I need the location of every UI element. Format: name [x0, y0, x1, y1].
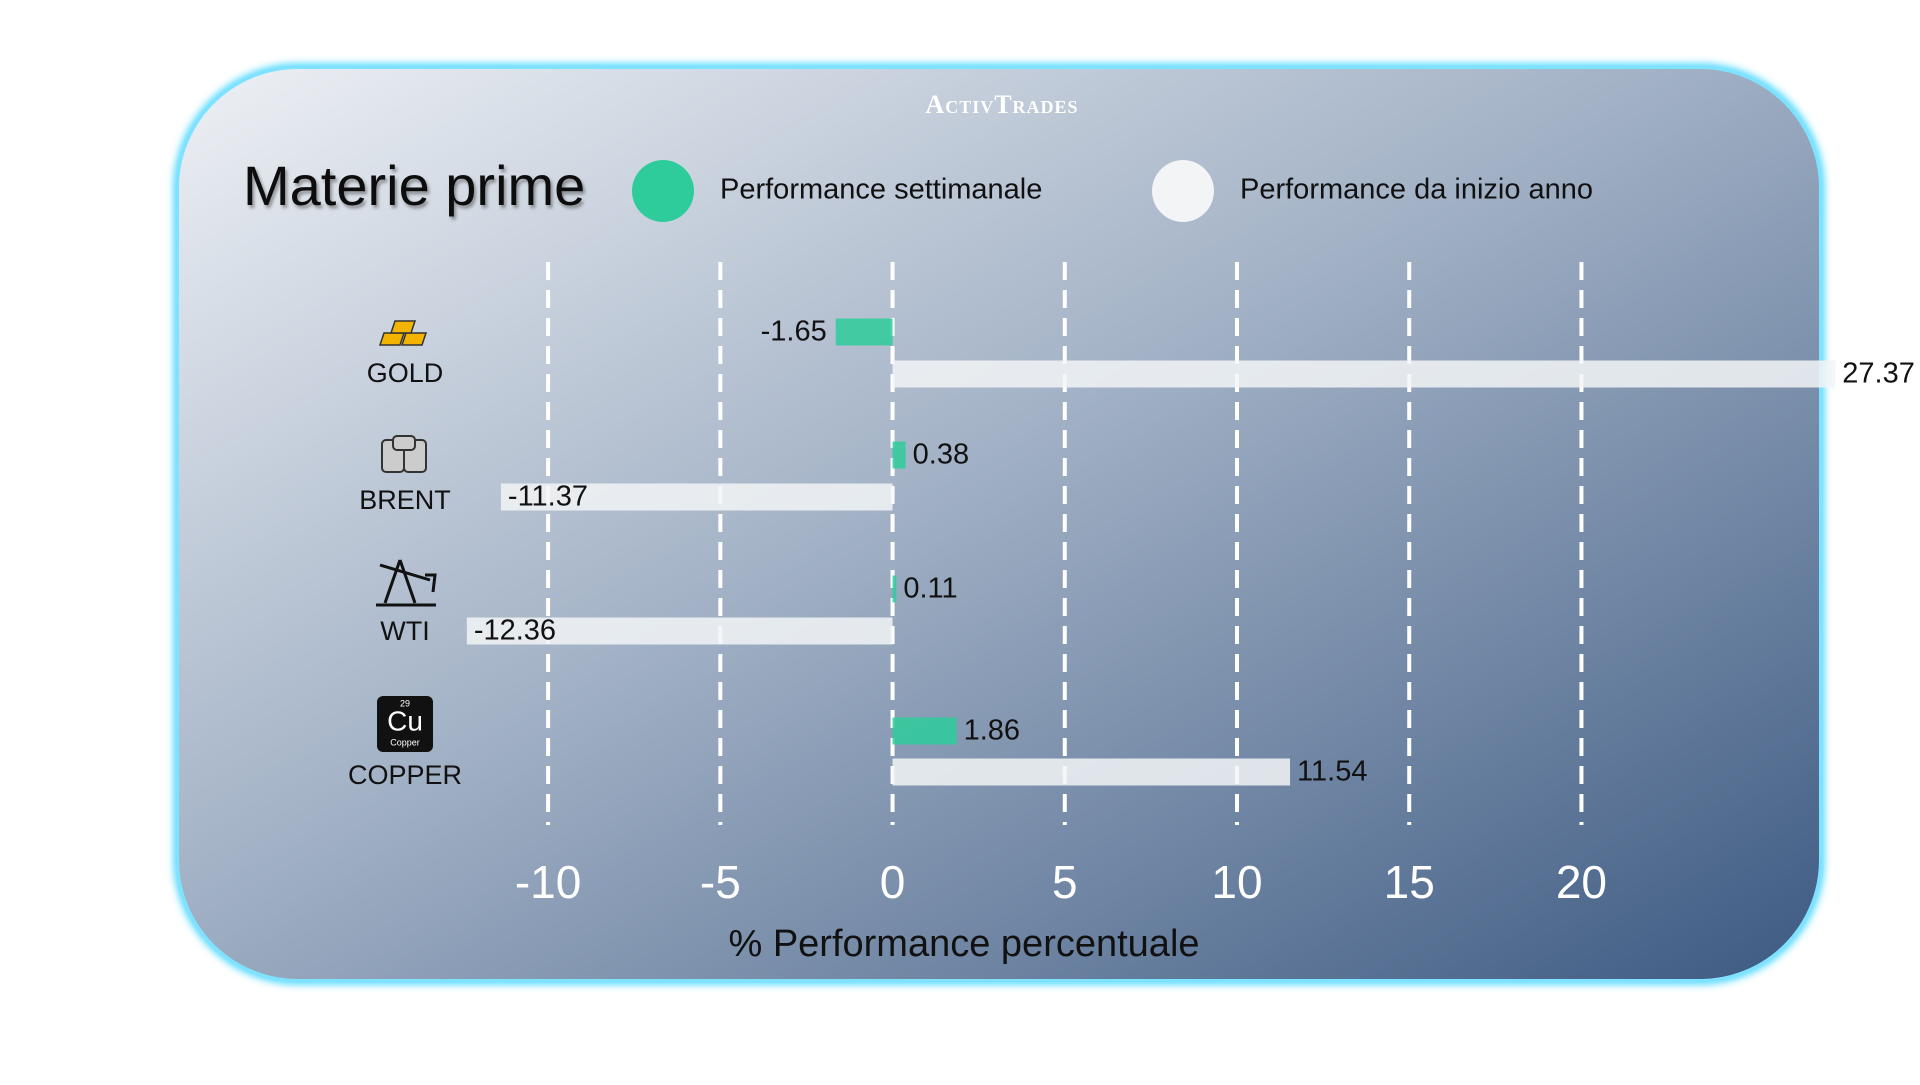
bar	[500, 483, 893, 511]
legend-label: Performance da inizio anno	[1240, 174, 1593, 206]
bar	[892, 758, 1291, 786]
category-label: GOLD	[367, 358, 444, 388]
bar	[835, 318, 893, 346]
category-label: WTI	[380, 616, 429, 646]
value-label: -11.37	[508, 481, 588, 513]
x-tick-label: 10	[1211, 856, 1262, 908]
legend-swatch	[1152, 160, 1214, 222]
value-label: 0.11	[903, 573, 957, 605]
x-tick-label: 5	[1052, 856, 1078, 908]
value-label: 1.86	[964, 715, 1020, 747]
x-tick-label: -10	[515, 856, 581, 908]
value-label: -1.65	[761, 316, 827, 348]
logo: ActivTrades	[925, 90, 1078, 119]
bar	[892, 360, 1836, 388]
value-label: 0.38	[913, 439, 969, 471]
legend-label: Performance settimanale	[720, 174, 1042, 206]
x-tick-label: 20	[1556, 856, 1607, 908]
category-label: BRENT	[359, 485, 451, 515]
barrel-icon	[381, 435, 427, 473]
bar	[892, 575, 897, 603]
icon-number: 29	[400, 698, 410, 708]
icon-symbol: Cu	[387, 705, 423, 736]
bar	[466, 617, 893, 645]
value-label: 11.54	[1297, 756, 1367, 788]
x-tick-label: 15	[1384, 856, 1435, 908]
bar	[892, 441, 906, 469]
gold-icon	[378, 320, 428, 346]
value-label: -12.36	[474, 615, 556, 647]
x-axis-label: % Performance percentuale	[728, 923, 1199, 965]
pump-icon	[376, 559, 437, 607]
bar	[892, 717, 957, 745]
copper-icon: 29 Cu Copper	[377, 696, 433, 752]
legend-swatch	[632, 160, 694, 222]
category-label: COPPER	[348, 760, 462, 790]
icon-name: Copper	[390, 737, 420, 747]
value-label: 27.37	[1842, 358, 1915, 390]
x-tick-label: 0	[880, 856, 906, 908]
chart-title: Materie prime	[243, 154, 585, 217]
x-tick-label: -5	[700, 856, 741, 908]
